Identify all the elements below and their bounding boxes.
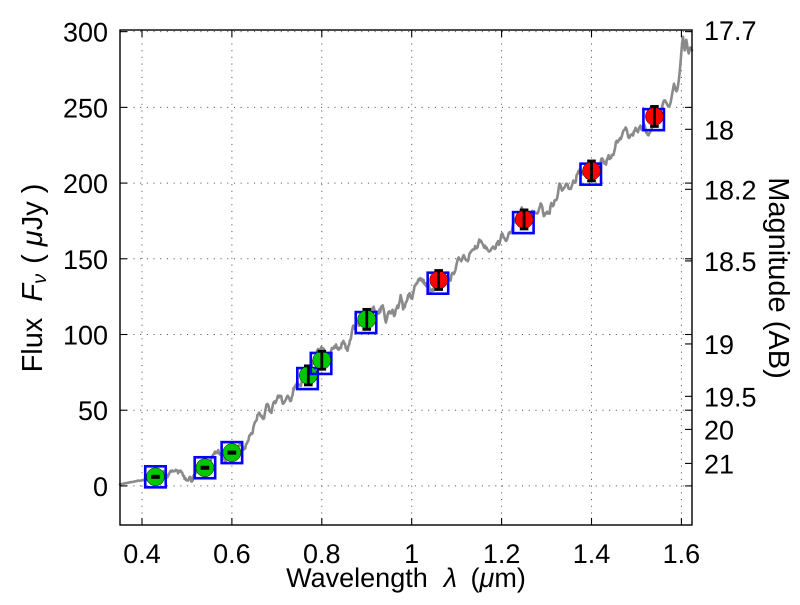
- svg-text:18.5: 18.5: [704, 247, 757, 277]
- svg-text:0.6: 0.6: [213, 539, 251, 569]
- svg-text:0.4: 0.4: [123, 539, 161, 569]
- svg-text:18: 18: [704, 115, 734, 145]
- svg-text:200: 200: [63, 169, 108, 199]
- svg-text:1.6: 1.6: [663, 539, 701, 569]
- svg-text:19: 19: [704, 330, 734, 360]
- svg-text:50: 50: [78, 396, 108, 426]
- svg-text:0: 0: [93, 472, 108, 502]
- svg-text:250: 250: [63, 93, 108, 123]
- svg-text:300: 300: [63, 18, 108, 48]
- svg-text:18.2: 18.2: [704, 175, 757, 205]
- svg-text:17.7: 17.7: [704, 16, 757, 46]
- svg-text:20: 20: [704, 415, 734, 445]
- svg-text:1.4: 1.4: [573, 539, 611, 569]
- svg-text:150: 150: [63, 245, 108, 275]
- svg-text:Magnitude (AB): Magnitude (AB): [762, 177, 794, 379]
- svg-text:21: 21: [704, 449, 734, 479]
- svg-text:100: 100: [63, 321, 108, 351]
- svg-text:19.5: 19.5: [704, 382, 757, 412]
